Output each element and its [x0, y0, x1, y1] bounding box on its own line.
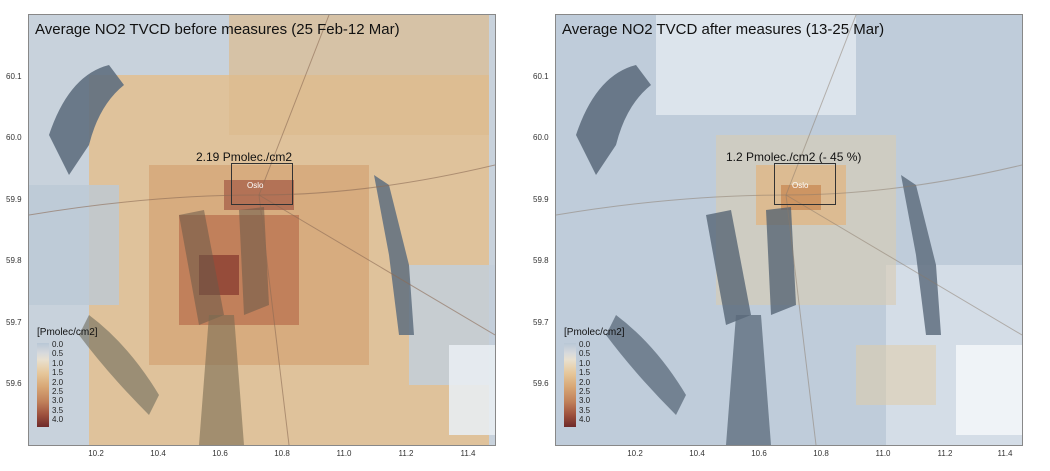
- no2-map-before: Average NO2 TVCD before measures (25 Feb…: [28, 14, 496, 446]
- legend-label: 3.5: [52, 405, 64, 415]
- map-title: Average NO2 TVCD after measures (13-25 M…: [562, 21, 885, 38]
- x-tick: 10.4: [150, 449, 166, 458]
- map-canvas-after: [556, 15, 1022, 445]
- x-tick: 11.0: [875, 449, 891, 458]
- x-tick: 10.2: [627, 449, 643, 458]
- legend-label: 0.5: [579, 349, 591, 359]
- map-panel-after: Average NO2 TVCD after measures (13-25 M…: [527, 0, 1047, 471]
- x-tick: 11.4: [997, 449, 1013, 458]
- color-legend: [Pmolec/cm2] 0.0 0.5 1.0 1.5 2.0 2.5 3.0…: [37, 327, 157, 437]
- oslo-highlight-box: [774, 163, 836, 205]
- x-tick: 10.6: [751, 449, 767, 458]
- x-tick: 10.6: [212, 449, 228, 458]
- legend-colorbar: [564, 343, 576, 427]
- y-tick: 60.1: [6, 72, 22, 81]
- y-tick: 59.9: [6, 195, 22, 204]
- map-panel-before: Average NO2 TVCD before measures (25 Feb…: [0, 0, 520, 471]
- legend-label: 2.5: [579, 387, 591, 397]
- y-tick: 59.7: [533, 318, 549, 327]
- y-tick: 60.0: [6, 133, 22, 142]
- legend-label: 3.0: [579, 396, 591, 406]
- city-label: Oslo: [792, 181, 809, 190]
- map-title: Average NO2 TVCD before measures (25 Feb…: [35, 21, 400, 38]
- x-tick: 11.2: [937, 449, 953, 458]
- legend-labels: 0.0 0.5 1.0 1.5 2.0 2.5 3.0 3.5 4.0: [579, 340, 590, 425]
- legend-label: 1.0: [579, 358, 591, 368]
- y-tick: 59.7: [6, 318, 22, 327]
- oslo-highlight-box: [231, 163, 293, 205]
- legend-label: 2.0: [52, 377, 64, 387]
- legend-title: [Pmolec/cm2]: [564, 327, 625, 338]
- y-tick: 59.6: [6, 379, 22, 388]
- y-tick: 60.1: [533, 72, 549, 81]
- legend-label: 1.5: [579, 368, 591, 378]
- x-tick: 11.0: [336, 449, 352, 458]
- legend-title: [Pmolec/cm2]: [37, 327, 98, 338]
- y-tick: 59.8: [533, 256, 549, 265]
- x-tick: 10.8: [274, 449, 290, 458]
- legend-labels: 0.0 0.5 1.0 1.5 2.0 2.5 3.0 3.5 4.0: [52, 340, 63, 425]
- no2-map-after: Average NO2 TVCD after measures (13-25 M…: [555, 14, 1023, 446]
- legend-label: 1.0: [52, 358, 64, 368]
- legend-label: 0.0: [579, 340, 591, 349]
- legend-label: 1.5: [52, 368, 64, 378]
- legend-label: 0.0: [52, 340, 64, 349]
- no2-annotation: 1.2 Pmolec./cm2 (- 45 %): [726, 150, 862, 164]
- legend-colorbar: [37, 343, 49, 427]
- y-tick: 59.6: [533, 379, 549, 388]
- x-tick: 10.2: [88, 449, 104, 458]
- color-legend: [Pmolec/cm2] 0.0 0.5 1.0 1.5 2.0 2.5 3.0…: [564, 327, 684, 437]
- y-tick: 60.0: [533, 133, 549, 142]
- map-canvas-before: [29, 15, 495, 445]
- no2-annotation: 2.19 Pmolec./cm2: [196, 150, 293, 164]
- legend-label: 4.0: [579, 415, 591, 425]
- city-label: Oslo: [247, 181, 264, 190]
- legend-label: 3.0: [52, 396, 64, 406]
- x-tick: 11.2: [398, 449, 414, 458]
- x-tick: 11.4: [460, 449, 476, 458]
- legend-label: 0.5: [52, 349, 64, 359]
- legend-label: 2.5: [52, 387, 64, 397]
- x-tick: 10.4: [689, 449, 705, 458]
- y-tick: 59.9: [533, 195, 549, 204]
- x-tick: 10.8: [813, 449, 829, 458]
- legend-label: 3.5: [579, 405, 591, 415]
- y-tick: 59.8: [6, 256, 22, 265]
- legend-label: 2.0: [579, 377, 591, 387]
- legend-label: 4.0: [52, 415, 64, 425]
